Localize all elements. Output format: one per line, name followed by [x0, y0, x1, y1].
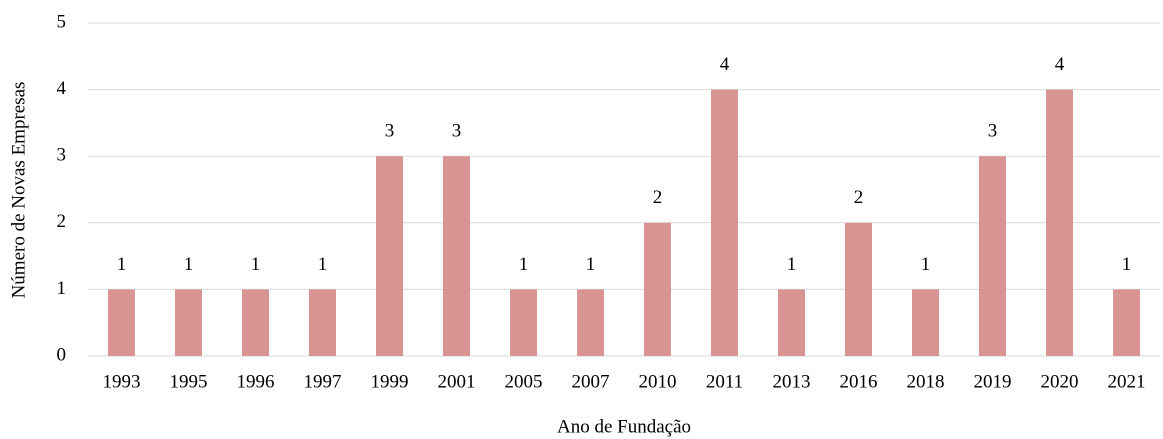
x-tick-label: 2007 — [572, 371, 610, 392]
x-axis-label: Ano de Fundação — [557, 416, 691, 437]
bar — [979, 156, 1006, 356]
bar — [175, 289, 202, 356]
bar — [912, 289, 939, 356]
y-tick-label: 5 — [57, 11, 67, 32]
x-tick-label: 2020 — [1041, 371, 1079, 392]
y-tick-label: 1 — [57, 278, 67, 299]
x-tick-label: 1999 — [371, 371, 409, 392]
y-tick-label: 4 — [57, 78, 67, 99]
data-label: 1 — [117, 254, 127, 275]
bar — [577, 289, 604, 356]
data-label: 4 — [720, 54, 730, 75]
bar — [845, 222, 872, 356]
data-label: 3 — [385, 121, 395, 142]
bar — [309, 289, 336, 356]
y-tick-label: 0 — [57, 344, 67, 365]
bar — [108, 289, 135, 356]
data-label: 1 — [921, 254, 931, 275]
bar — [443, 156, 470, 356]
data-label: 1 — [184, 254, 194, 275]
bar — [510, 289, 537, 356]
y-tick-label: 2 — [57, 211, 67, 232]
y-tick-label: 3 — [57, 145, 67, 166]
data-label: 2 — [854, 187, 864, 208]
data-label: 4 — [1055, 54, 1065, 75]
data-label: 1 — [318, 254, 328, 275]
bar — [242, 289, 269, 356]
data-label: 3 — [452, 121, 462, 142]
x-tick-label: 1996 — [237, 371, 275, 392]
data-label: 2 — [653, 187, 663, 208]
x-tick-label: 2013 — [773, 371, 811, 392]
bar — [644, 222, 671, 356]
bar — [778, 289, 805, 356]
bar — [376, 156, 403, 356]
x-tick-label: 2018 — [907, 371, 945, 392]
x-tick-label: 2016 — [840, 371, 878, 392]
x-tick-label: 1993 — [103, 371, 141, 392]
data-label: 1 — [1122, 254, 1132, 275]
bar — [1113, 289, 1140, 356]
data-label: 1 — [787, 254, 797, 275]
y-axis-label: Número de Novas Empresas — [8, 82, 29, 299]
data-label: 1 — [251, 254, 261, 275]
x-tick-label: 2005 — [505, 371, 543, 392]
data-label: 3 — [988, 121, 998, 142]
x-tick-label: 1995 — [170, 371, 208, 392]
bar — [1046, 89, 1073, 356]
bar — [711, 89, 738, 356]
x-tick-label: 2019 — [974, 371, 1012, 392]
x-tick-label: 2010 — [639, 371, 677, 392]
data-label: 1 — [586, 254, 596, 275]
x-tick-label: 2021 — [1108, 371, 1146, 392]
data-label: 1 — [519, 254, 529, 275]
x-tick-label: 2001 — [438, 371, 476, 392]
x-tick-label: 1997 — [304, 371, 342, 392]
x-tick-label: 2011 — [706, 371, 743, 392]
